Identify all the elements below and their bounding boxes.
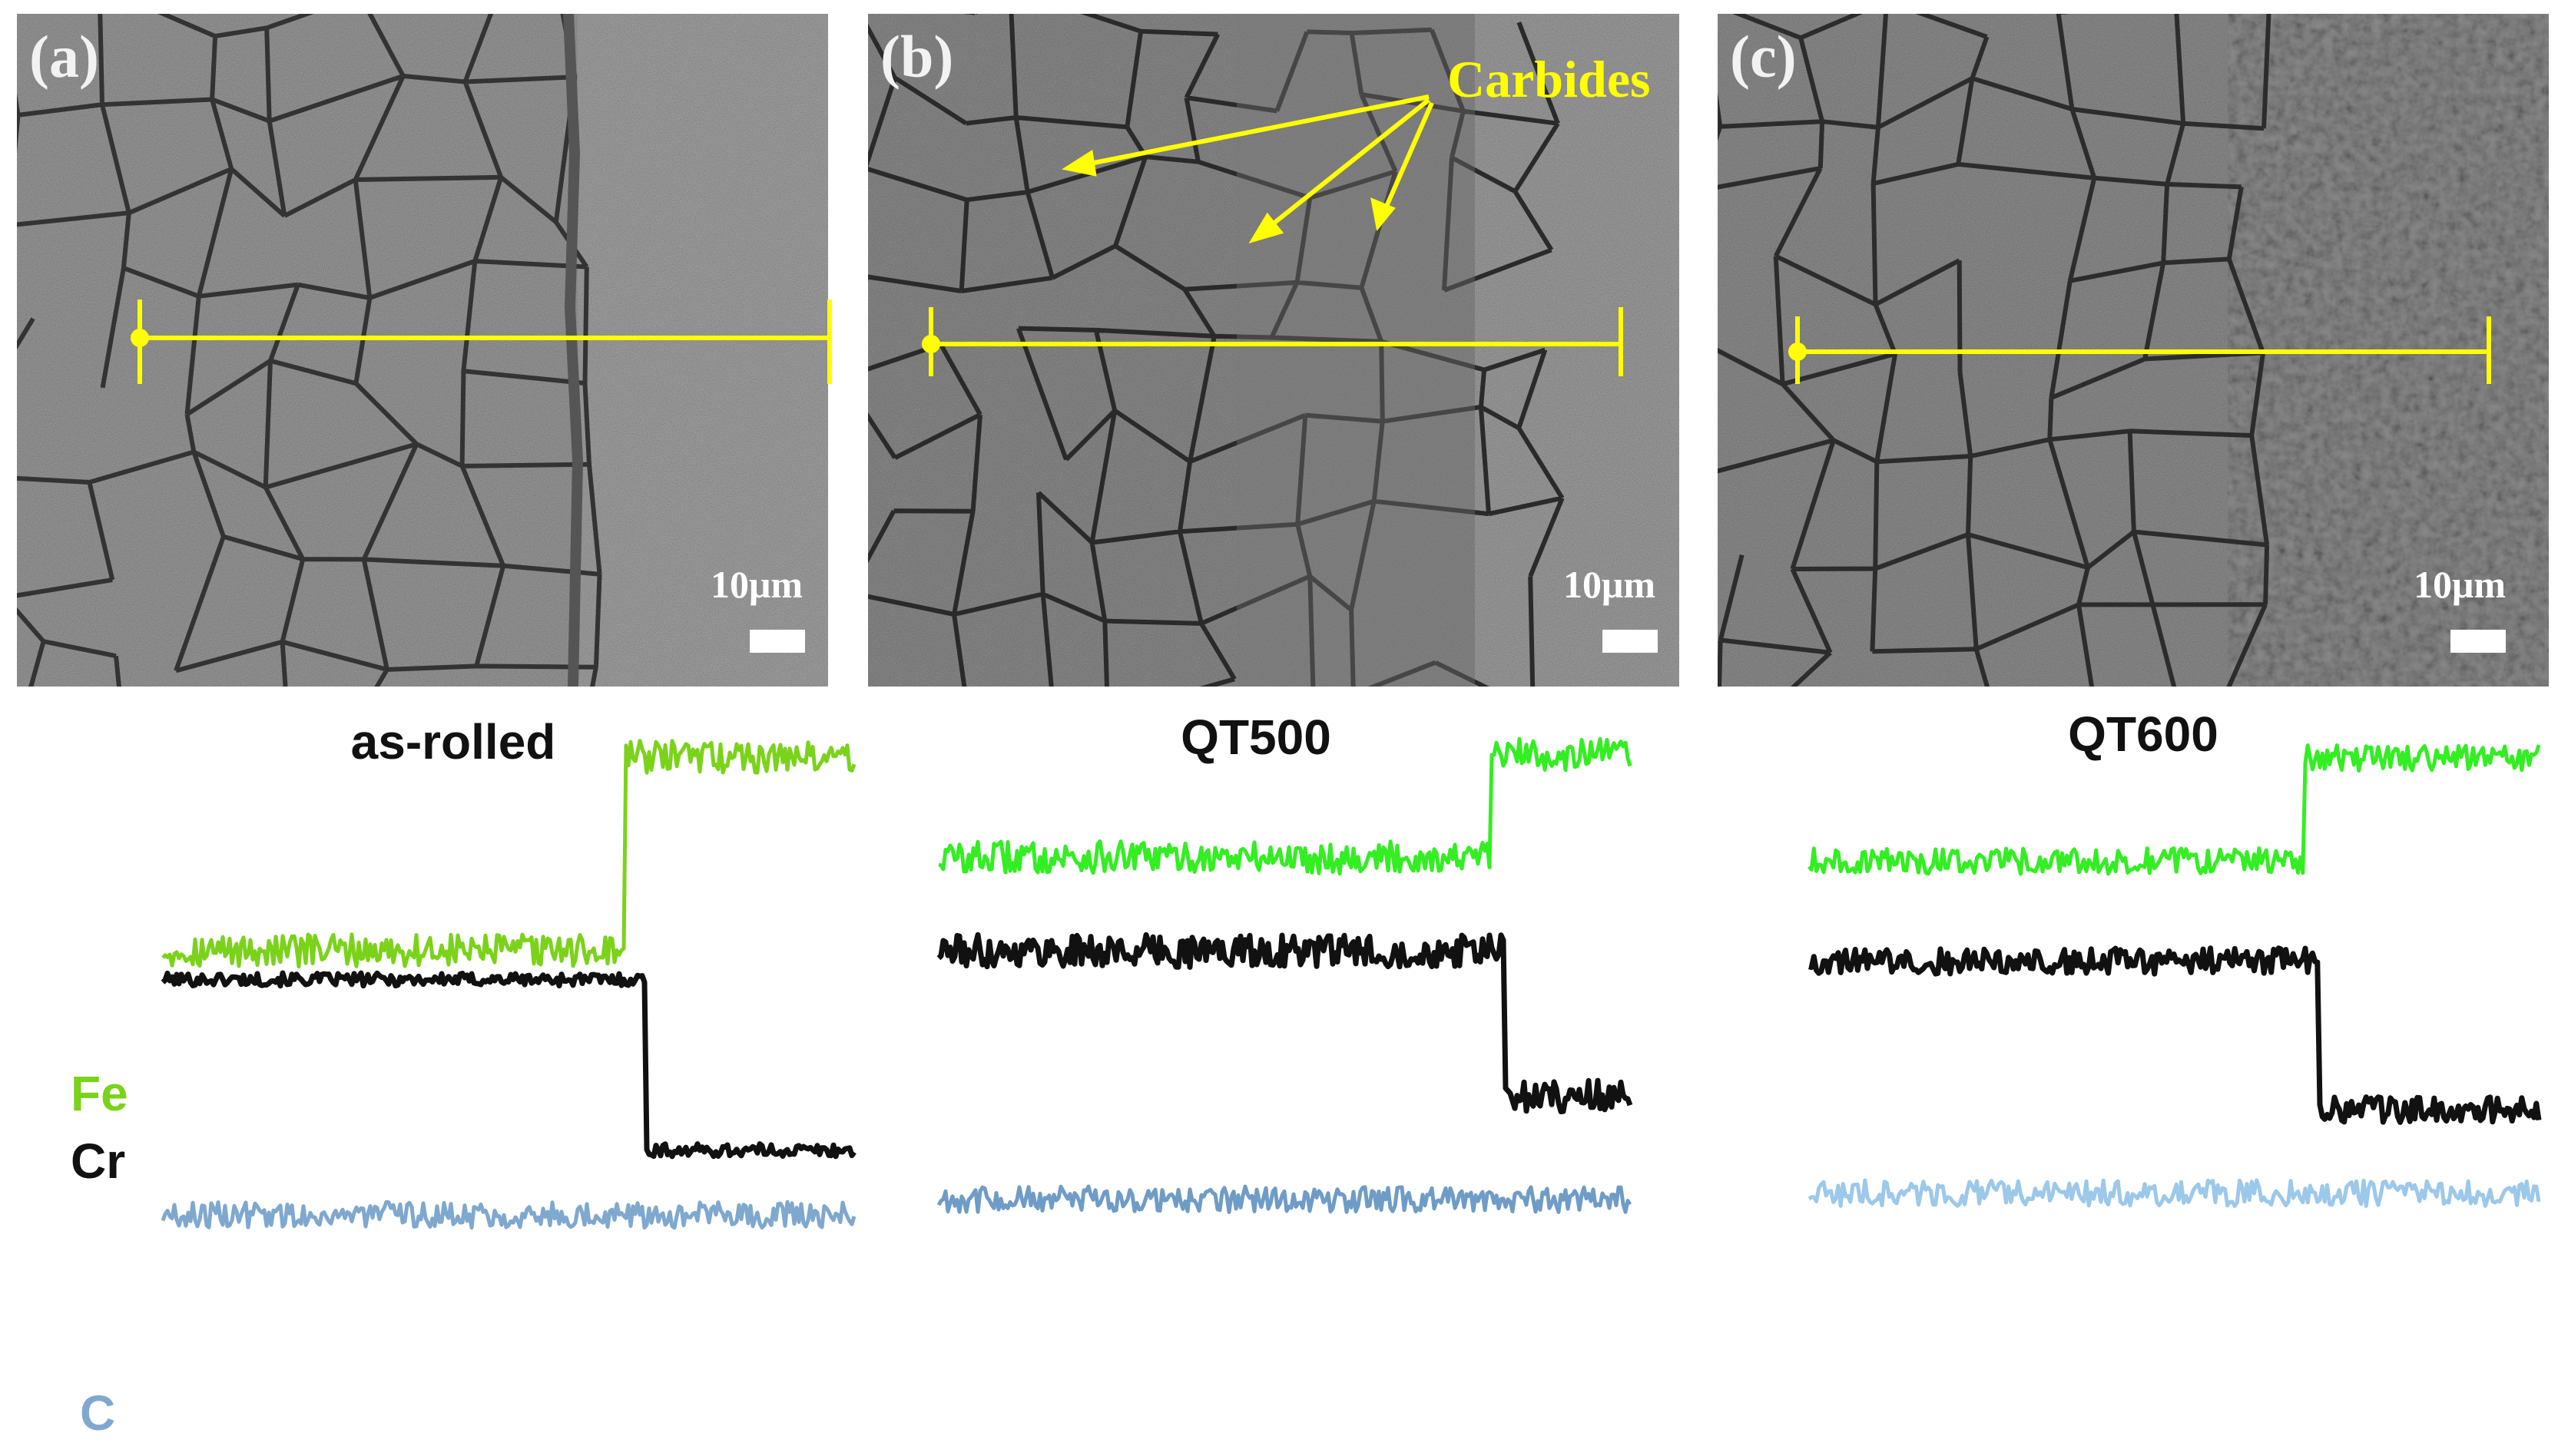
grain-boundary-path	[17, 14, 602, 687]
profile-qt500-c	[936, 1184, 1632, 1214]
scale-bar-b	[1602, 630, 1658, 653]
carbide-arrows	[1062, 94, 1434, 244]
scale-label-b: 10μm	[1563, 563, 1655, 606]
profile-qt600-fe	[1807, 743, 2541, 876]
sem-image-a	[17, 14, 828, 687]
condition-label-qt600: QT600	[2068, 706, 2218, 762]
line-scan-c	[1788, 316, 2491, 384]
line-scan-profiles	[161, 736, 2542, 1230]
grain-boundaries-a	[17, 14, 602, 687]
carbide-zone-b	[1237, 14, 1475, 687]
line-scan-a	[131, 299, 832, 384]
element-label-cr: Cr	[71, 1133, 125, 1189]
scale-bar-a	[750, 630, 805, 653]
grain-boundary-path	[1718, 14, 2271, 687]
carbides-label: Carbides	[1447, 50, 1650, 108]
profile-as-rolled-fe	[161, 739, 857, 969]
condition-label-qt500: QT500	[1181, 710, 1331, 765]
condition-label-as-rolled: as-rolled	[351, 714, 556, 769]
panel-letter-c: (c)	[1730, 23, 1797, 90]
panel-letter-b: (b)	[880, 23, 953, 90]
profile-qt600-cr	[1807, 945, 2542, 1125]
grain-boundary-path	[868, 14, 1565, 687]
grain-boundaries-c	[1718, 14, 2271, 687]
element-label-fe: Fe	[71, 1066, 128, 1121]
profile-as-rolled-cr	[161, 970, 857, 1160]
profile-qt500-cr	[936, 932, 1633, 1114]
scale-label-c: 10μm	[2414, 563, 2506, 606]
interface-line-a	[563, 14, 584, 687]
scale-label-a: 10μm	[711, 563, 803, 606]
panel-letter-a: (a)	[29, 23, 99, 90]
scale-bar-c	[2450, 630, 2506, 653]
profile-qt600-c	[1807, 1178, 2541, 1208]
profile-as-rolled-c	[161, 1200, 857, 1230]
line-scan-b	[922, 307, 1623, 376]
element-label-c: C	[80, 1385, 115, 1441]
profile-qt500-fe	[938, 736, 1632, 875]
grain-boundaries-b	[868, 14, 1565, 687]
sem-image-c	[1718, 14, 2549, 687]
